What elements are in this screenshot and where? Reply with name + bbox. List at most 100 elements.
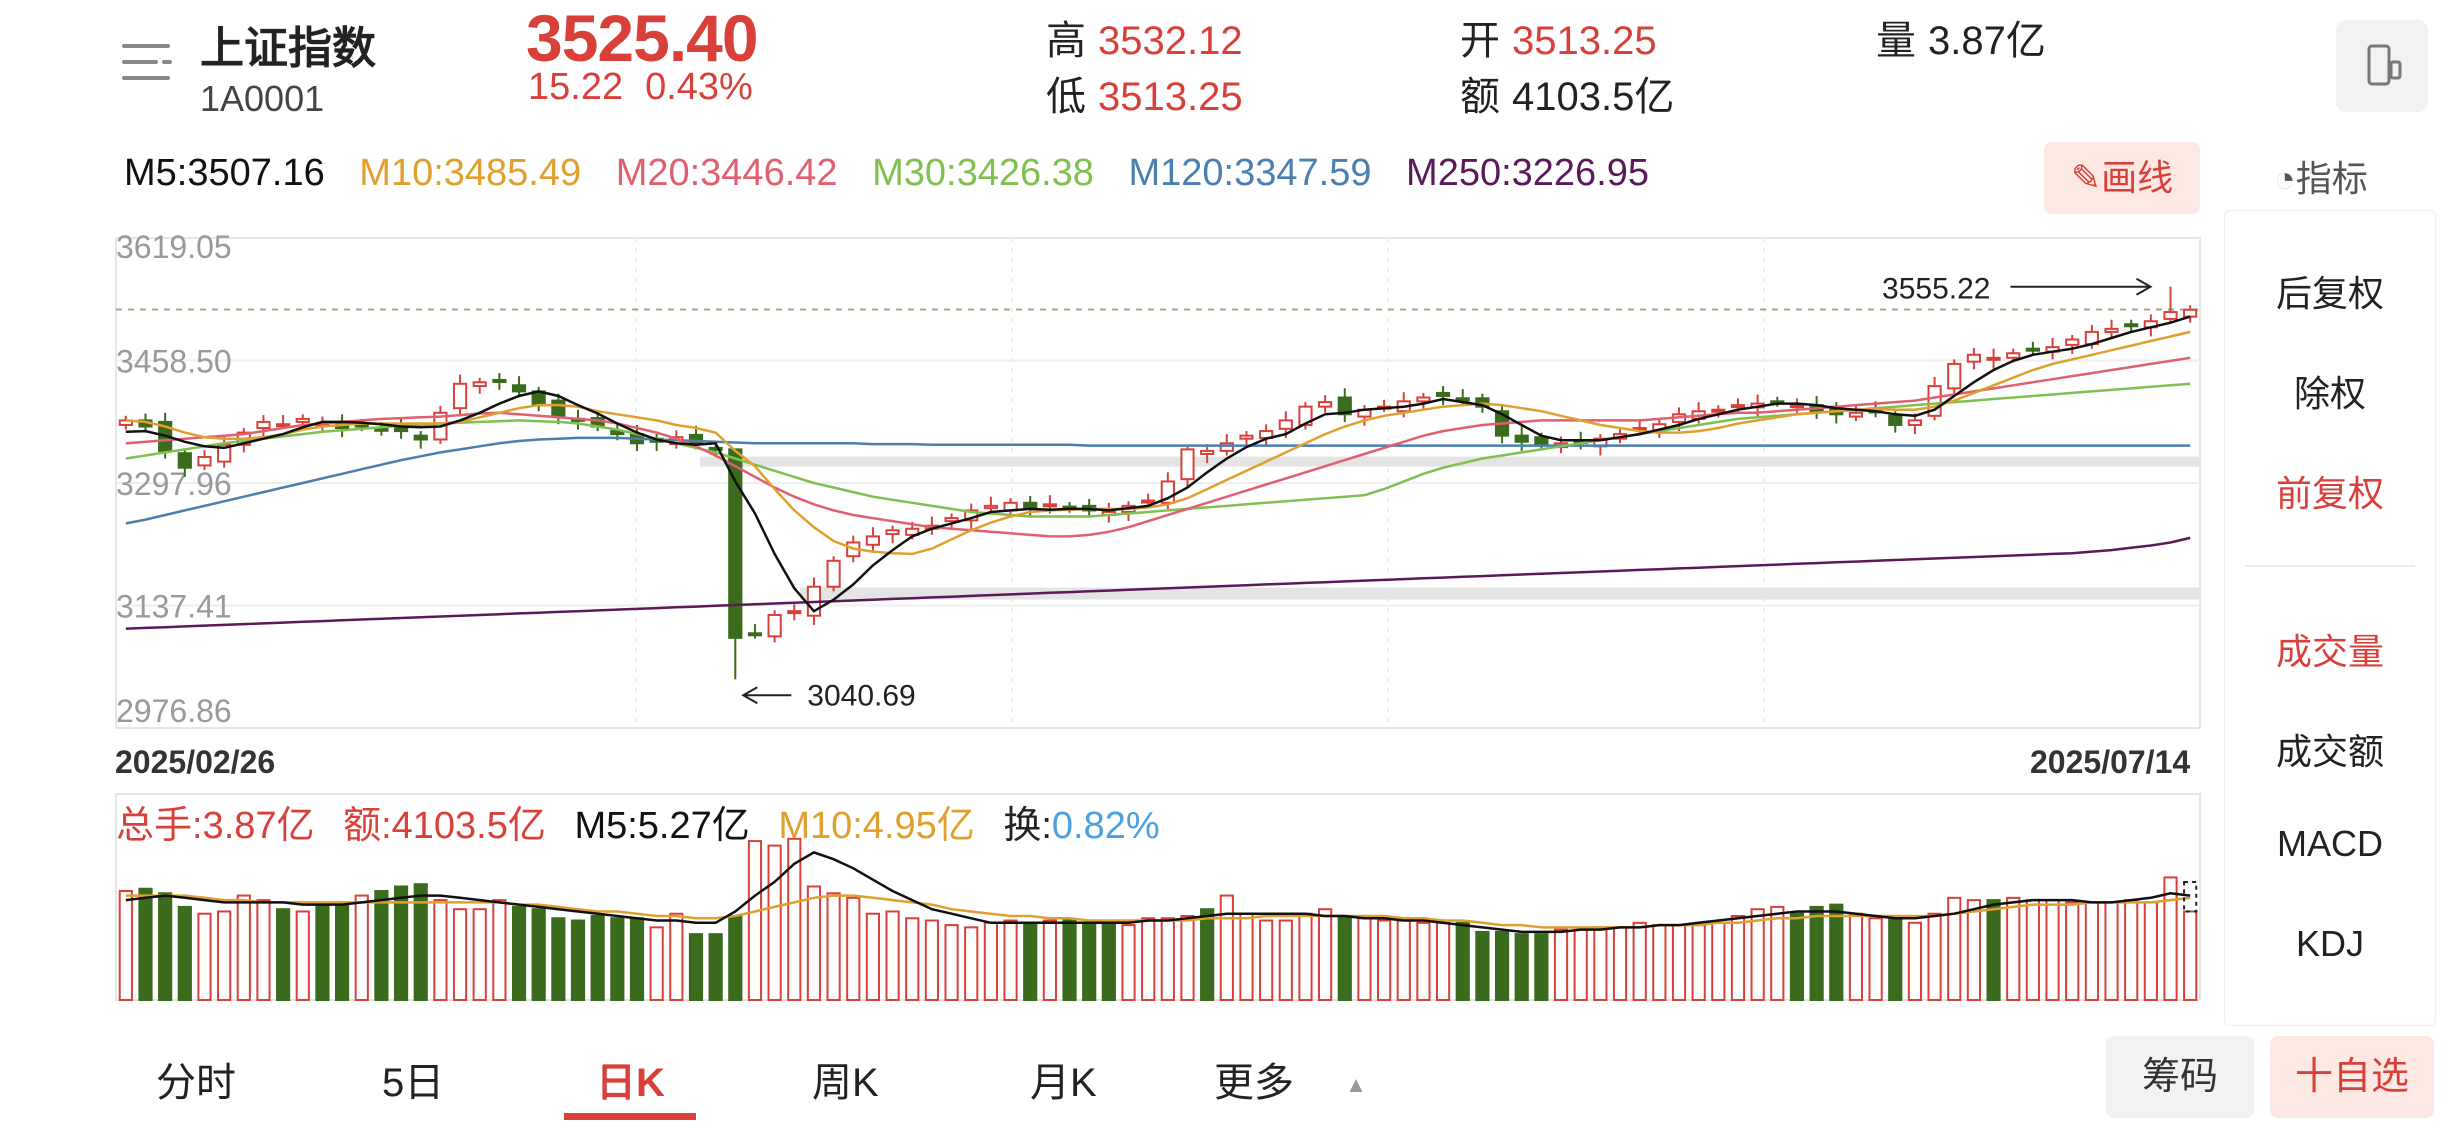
- volume-bar: [158, 892, 173, 1002]
- volume-bar: [669, 912, 684, 1002]
- tab-more[interactable]: 更多 ▲: [1214, 1050, 1367, 1108]
- candle-body: [708, 446, 723, 451]
- volume-bar: [610, 917, 625, 1001]
- candle-body: [787, 610, 802, 615]
- volume-bar: [1376, 919, 1392, 1001]
- support-band: [700, 456, 2200, 467]
- candle-body: [885, 529, 900, 536]
- candle-body: [217, 443, 232, 463]
- candle-body: [905, 527, 920, 536]
- side-item-volume[interactable]: 成交量: [2275, 631, 2384, 672]
- volume-bar: [964, 926, 979, 1002]
- side-item-macd[interactable]: MACD: [2277, 823, 2383, 864]
- tab-five-day[interactable]: 5日: [382, 1061, 445, 1105]
- volume-bar: [1180, 915, 1195, 1001]
- volume-bar: [1789, 912, 1805, 1002]
- y-tick-label: 2976.86: [116, 693, 232, 729]
- volume-bar: [708, 933, 723, 1002]
- chips-button[interactable]: 筹码: [2106, 1036, 2254, 1118]
- volume-bar: [1691, 924, 1706, 1001]
- indicator-button[interactable]: ◔指标: [2274, 150, 2368, 202]
- side-item-back-adjust[interactable]: 后复权: [2275, 273, 2384, 314]
- volume-bar: [1200, 908, 1215, 1002]
- volume-bar: [1337, 915, 1352, 1001]
- candle-body: [1298, 405, 1313, 426]
- volume-bar: [511, 905, 527, 1002]
- volume-bar: [787, 837, 802, 1001]
- menu-button[interactable]: [122, 40, 178, 88]
- add-watchlist-button[interactable]: 十自选: [2270, 1036, 2434, 1118]
- candle-body: [1239, 434, 1254, 440]
- volume-bar: [1593, 926, 1608, 1002]
- side-item-ex-rights[interactable]: 除权: [2293, 373, 2366, 414]
- volume-bar: [2183, 910, 2198, 1002]
- tab-intraday[interactable]: 分时: [156, 1061, 236, 1105]
- y-tick-label: 3137.41: [116, 589, 232, 625]
- ma20-value: M20:3446.42: [615, 152, 838, 194]
- volume-bar: [2045, 899, 2060, 1001]
- candle-body: [2163, 311, 2178, 320]
- volume-legend: 总手:3.87亿 额:4103.5亿 M5:5.27亿 M10:4.95亿 换:…: [116, 794, 1178, 849]
- volume-bar: [374, 890, 389, 1002]
- tab-month-k[interactable]: 月K: [1030, 1061, 1097, 1105]
- turnover-label: 换:: [1003, 805, 1052, 847]
- volume-bar: [256, 899, 271, 1001]
- volume-bar: [865, 912, 881, 1002]
- candle-body: [2183, 308, 2198, 318]
- ma10-value: M10:3485.49: [359, 152, 582, 194]
- volume-bar: [2163, 876, 2178, 1001]
- landscape-toggle-button[interactable]: [2336, 20, 2428, 112]
- tab-day-k[interactable]: 日K: [596, 1061, 665, 1105]
- volume-bar: [118, 890, 133, 1002]
- start-date-label: 2025/02/26: [115, 744, 276, 780]
- y-tick-label: 3619.05: [116, 229, 232, 265]
- volume-bar: [472, 908, 487, 1002]
- index-name: 上证指数: [200, 24, 376, 73]
- candle-body: [1888, 414, 1903, 426]
- y-tick-label: 3458.50: [116, 344, 232, 380]
- side-item-kdj[interactable]: KDJ: [2295, 923, 2364, 964]
- volume-bar: [767, 844, 782, 1002]
- high-value: 3532.12: [1098, 19, 1243, 63]
- volume-ma5: M5:5.27亿: [574, 805, 750, 847]
- tab-week-k[interactable]: 周K: [812, 1061, 879, 1105]
- candle-body: [511, 384, 527, 393]
- volume-bar: [1259, 919, 1274, 1001]
- candle-body: [1730, 404, 1746, 409]
- volume-bar: [1888, 917, 1903, 1001]
- total-amount: 额:4103.5亿: [343, 805, 546, 847]
- stat-low: 低 3513.25: [1046, 64, 1243, 122]
- volume-bar: [944, 924, 959, 1001]
- volume-bar: [1809, 905, 1824, 1002]
- candle-body: [1042, 503, 1057, 508]
- stat-high: 高 3532.12: [1046, 8, 1243, 66]
- candle-body: [728, 448, 743, 639]
- candle-body: [1514, 434, 1529, 443]
- candle-body: [1318, 401, 1333, 408]
- candle-body: [688, 433, 704, 445]
- side-item-forward-adjust[interactable]: 前复权: [2275, 473, 2384, 514]
- volume-bar: [2143, 901, 2158, 1001]
- candle-body: [413, 434, 428, 441]
- volume-bar: [826, 892, 841, 1002]
- volume-bar: [177, 905, 192, 1002]
- volume-bar: [983, 921, 998, 1001]
- candle-body: [1947, 362, 1962, 390]
- kline-chart[interactable]: 3619.05 3458.50 3297.96 3137.41 2976.86 3555.…: [0, 0, 2442, 1040]
- volume-bar: [531, 908, 546, 1002]
- volume-bar: [1573, 928, 1588, 1002]
- volume-bar: [728, 915, 743, 1001]
- side-item-amount[interactable]: 成交额: [2275, 731, 2384, 772]
- volume-bar: [315, 903, 330, 1001]
- candle-body: [2025, 347, 2040, 352]
- volume-bar: [1219, 894, 1234, 1001]
- min-arrow-head: [741, 686, 758, 705]
- volume-bar: [1907, 921, 1923, 1001]
- volume-bar: [492, 899, 507, 1001]
- candle-body: [1534, 436, 1549, 446]
- volume-bar: [2025, 899, 2040, 1001]
- volume-bar: [1612, 926, 1628, 1002]
- draw-line-button[interactable]: ✎画线: [2044, 142, 2200, 214]
- support-band: [800, 587, 2200, 600]
- candle-body: [276, 423, 291, 428]
